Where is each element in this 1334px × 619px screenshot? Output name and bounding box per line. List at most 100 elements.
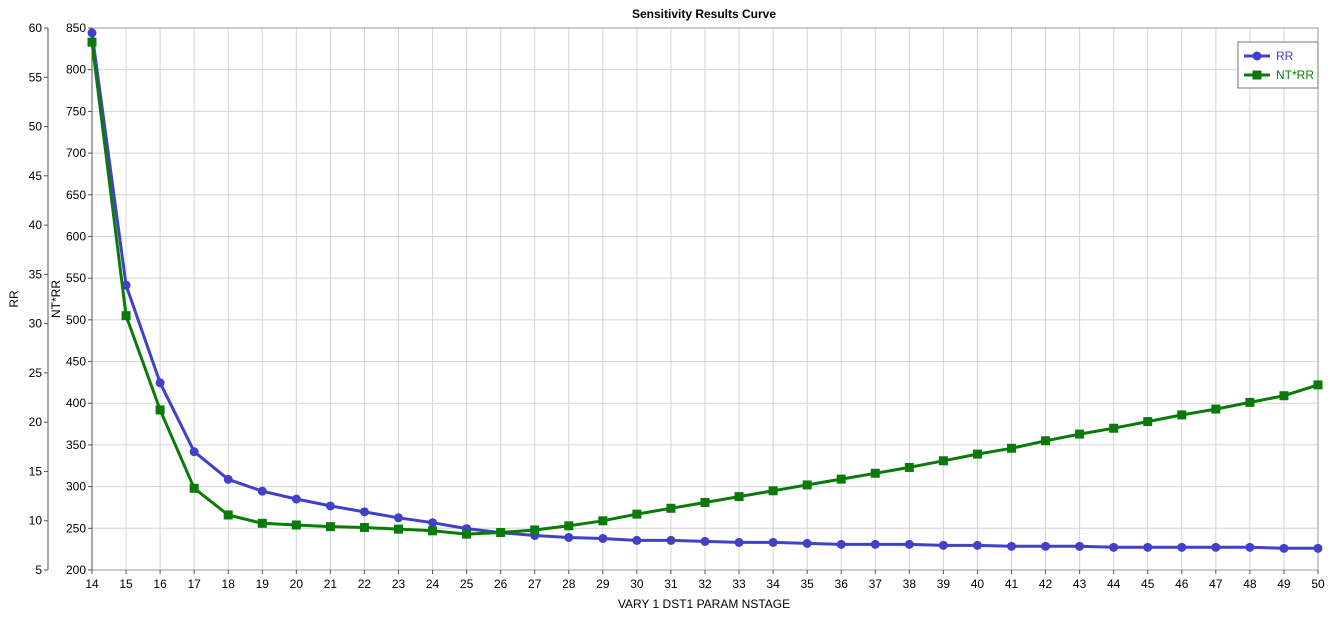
x-tick-label: 33 <box>732 577 746 591</box>
data-point-rr <box>87 28 97 38</box>
data-point-rr <box>155 378 165 388</box>
legend-marker-rr <box>1252 51 1262 61</box>
data-point-rr <box>257 486 267 496</box>
x-tick-label: 50 <box>1311 577 1325 591</box>
data-point-nt-rr <box>904 462 914 472</box>
x-tick-label: 25 <box>460 577 474 591</box>
data-point-rr <box>666 535 676 545</box>
inner-tick-label: 850 <box>66 21 86 35</box>
data-point-nt-rr <box>87 37 97 47</box>
x-tick-label: 43 <box>1073 577 1087 591</box>
data-point-nt-rr <box>734 492 744 502</box>
data-point-nt-rr <box>394 524 403 534</box>
data-point-rr <box>1211 542 1221 552</box>
data-point-nt-rr <box>938 456 948 466</box>
data-point-rr <box>870 539 880 549</box>
data-point-nt-rr <box>1143 417 1153 427</box>
x-tick-label: 15 <box>119 577 133 591</box>
data-point-nt-rr <box>1109 423 1119 433</box>
data-point-nt-rr <box>1245 397 1255 407</box>
x-tick-label: 39 <box>937 577 951 591</box>
data-point-nt-rr <box>496 527 506 537</box>
inner-tick-label: 700 <box>66 146 86 160</box>
data-point-rr <box>632 535 642 545</box>
x-axis-label: VARY 1 DST1 PARAM NSTAGE <box>618 597 790 611</box>
inner-axis-ticks: 200 250 300 350 400 450 500 550 600 650 700 750 800 8… <box>66 21 93 577</box>
inner-tick-label: 250 <box>66 521 86 535</box>
data-point-nt-rr <box>666 503 676 513</box>
data-point-rr <box>1007 541 1016 551</box>
x-tick-label: 18 <box>222 577 236 591</box>
inner-tick-label: 650 <box>66 188 86 202</box>
data-point-nt-rr <box>700 497 710 507</box>
data-point-nt-rr <box>1279 391 1289 401</box>
left-axis-label: RR <box>7 290 21 308</box>
inner-tick-label: 300 <box>66 480 86 494</box>
x-tick-label: 30 <box>630 577 644 591</box>
data-point-nt-rr <box>325 522 335 532</box>
x-tick-label: 24 <box>426 577 440 591</box>
data-point-rr <box>1177 542 1187 552</box>
x-tick-label: 35 <box>800 577 814 591</box>
data-point-rr <box>1313 543 1323 553</box>
x-axis-ticks: 14 15 16 17 18 19 20 21 22 23 24 25 26 27 28 29 30 31 32 33… <box>85 570 1325 591</box>
data-point-nt-rr <box>1007 443 1016 453</box>
data-point-nt-rr <box>428 526 438 536</box>
x-tick-label: 19 <box>256 577 270 591</box>
data-point-nt-rr <box>530 525 540 535</box>
data-point-rr <box>768 537 778 547</box>
data-point-rr <box>394 513 403 523</box>
left-tick-label: 25 <box>29 366 43 380</box>
legend-box <box>1237 41 1319 89</box>
data-point-rr <box>734 537 744 547</box>
data-point-rr <box>189 447 199 457</box>
data-point-nt-rr <box>1041 436 1051 446</box>
data-point-nt-rr <box>632 509 642 519</box>
data-point-nt-rr <box>972 449 982 459</box>
left-tick-label: 30 <box>29 317 43 331</box>
data-point-nt-rr <box>462 529 472 539</box>
data-point-rr <box>700 536 710 546</box>
x-tick-label: 49 <box>1277 577 1291 591</box>
x-tick-label: 34 <box>766 577 780 591</box>
data-point-nt-rr <box>598 516 608 526</box>
x-tick-label: 41 <box>1005 577 1019 591</box>
data-point-rr <box>1075 541 1085 551</box>
x-tick-label: 23 <box>392 577 406 591</box>
x-tick-label: 32 <box>698 577 712 591</box>
x-tick-label: 17 <box>187 577 201 591</box>
x-tick-label: 16 <box>153 577 167 591</box>
x-tick-label: 45 <box>1141 577 1155 591</box>
x-tick-label: 29 <box>596 577 610 591</box>
left-axis-ticks: 5 10 15 20 25 30 35 40 45 50 55 60 <box>29 21 49 577</box>
data-point-nt-rr <box>223 510 233 520</box>
data-point-nt-rr <box>121 311 131 321</box>
series-layer <box>87 28 1323 553</box>
data-point-rr <box>1279 543 1289 553</box>
x-tick-label: 14 <box>85 577 99 591</box>
data-point-nt-rr <box>870 468 880 478</box>
x-tick-label: 46 <box>1175 577 1189 591</box>
x-tick-label: 22 <box>358 577 372 591</box>
inner-tick-label: 450 <box>66 355 86 369</box>
data-point-nt-rr <box>359 522 369 532</box>
data-point-nt-rr <box>836 474 846 484</box>
inner-tick-label: 800 <box>66 63 86 77</box>
legend-label-nt-rr: NT*RR <box>1276 68 1314 82</box>
data-point-nt-rr <box>291 520 301 530</box>
data-point-rr <box>428 518 438 528</box>
x-tick-label: 28 <box>562 577 576 591</box>
inner-axis-label: NT*RR <box>49 280 63 318</box>
data-point-nt-rr <box>802 480 812 490</box>
inner-tick-label: 200 <box>66 563 86 577</box>
data-point-rr <box>1109 542 1119 552</box>
x-tick-label: 27 <box>528 577 542 591</box>
left-tick-label: 55 <box>29 70 43 84</box>
x-tick-label: 20 <box>290 577 304 591</box>
data-point-nt-rr <box>1211 404 1221 414</box>
data-point-nt-rr <box>1313 380 1323 390</box>
legend-label-rr: RR <box>1276 49 1294 63</box>
left-tick-label: 40 <box>29 218 43 232</box>
grid-lines <box>91 27 1319 571</box>
